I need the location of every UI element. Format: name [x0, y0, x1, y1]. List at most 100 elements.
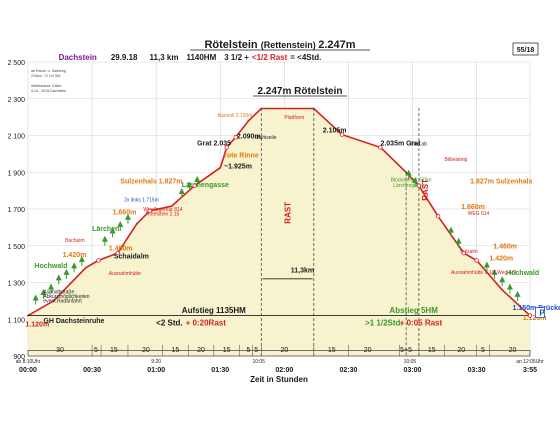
profile-point [136, 222, 138, 225]
date-label: 29.9.18 [111, 53, 138, 62]
header-note-line: 210km, +2 1/4 Std. [31, 74, 61, 78]
title-height: 2.247m [318, 39, 356, 51]
header-note-line: Waldstrasse 3,8km [31, 84, 61, 88]
profile-point [84, 266, 87, 269]
profile-point [219, 166, 222, 169]
waypoint-marker [461, 250, 466, 256]
profile-point [170, 205, 173, 208]
y-tick-label: 2 500 [7, 60, 25, 67]
waypoint-marker [378, 145, 383, 150]
waypoint-marker [416, 183, 422, 188]
tree-icon [78, 255, 85, 262]
title-alt-name: (Rettenstein) [261, 40, 319, 50]
tree-icon [194, 176, 201, 183]
annotation-label: Stahlseile [255, 135, 277, 141]
tree-icon [124, 213, 131, 220]
segment-duration-label: 5 [94, 347, 98, 354]
tree-icon [117, 221, 124, 228]
y-tick-label: 900 [13, 354, 25, 361]
parking-icon [534, 307, 545, 318]
tour-number: 55/18 [517, 47, 535, 54]
annotation-label: Bilbeisteig [445, 157, 468, 163]
segment-duration-label: 15 [428, 347, 436, 354]
waypoint-marker [192, 183, 197, 188]
x-axis-title: Zeit in Stunden [250, 375, 308, 384]
y-tick-label: 1 700 [7, 207, 25, 214]
x-tick-label: 03:00 [404, 367, 422, 374]
annotation-label: 2.105m [323, 128, 347, 135]
profile-area [28, 108, 530, 356]
rest-time-label: <1/2 Rast [252, 53, 288, 62]
annotation-label: Aufstieg 1135HM [182, 306, 246, 315]
annotation-label: 2x links 1.715m [124, 198, 159, 204]
region-label: Dachstein [59, 53, 97, 62]
annotation-label: Windlegerkar 814 [143, 207, 182, 213]
annotation-label: ~1.925m [224, 164, 252, 171]
tree-icon [48, 283, 55, 290]
waypoint-marker [233, 135, 238, 140]
annotation-label: + 0:05 Rast [400, 319, 443, 328]
tree-icon [71, 262, 78, 269]
waypoint-marker [339, 132, 345, 137]
annotation-label: Lärchen [92, 226, 119, 233]
tree-icon [499, 276, 506, 283]
waypoint-marker [474, 258, 479, 263]
annotation-label: WEG 614 [468, 211, 490, 217]
segment-duration-label: 15 [223, 347, 231, 354]
x-tick-label: 00:30 [83, 367, 101, 374]
x-tick-label: 00:00 [19, 367, 37, 374]
x-tick-label: 03:30 [468, 367, 486, 374]
x-tick-label: 02:30 [339, 367, 357, 374]
tree-icon [32, 294, 39, 301]
segment-duration-label: 20 [197, 347, 205, 354]
tree-icon [483, 261, 490, 268]
annotation-label: 1.120m [25, 322, 49, 329]
annotation-label: + 0:20Rast [186, 319, 227, 328]
x-tick-label: 01:30 [211, 367, 229, 374]
segment-duration-label: 5 [254, 347, 258, 354]
segment-duration-label: 15 [171, 347, 179, 354]
tree-icon [101, 235, 108, 242]
annotation-label: Asphaltstraße [43, 290, 74, 296]
tree-icon [514, 290, 521, 297]
y-tick-label: 1 900 [7, 170, 25, 177]
annotation-label: 1.660m [461, 204, 485, 211]
profile-point [501, 288, 504, 291]
annotation-label: GH Dachsteinruhe [43, 318, 104, 325]
annotation-label: 1.460m [493, 244, 517, 251]
waypoint-marker [435, 214, 441, 219]
tree-icon [178, 187, 185, 194]
annotation-label: Hochwald [34, 263, 67, 270]
segment-duration-label: 5 [481, 347, 485, 354]
annotation-label: 11,3km [291, 267, 314, 274]
annotation-label: 1.660m [113, 210, 137, 217]
annotation-label: Sulzenhals 1.827m [120, 178, 182, 185]
tree-icon [405, 169, 412, 176]
annotation-label: Abkürzmöglichkeiten [43, 294, 89, 300]
segment-duration-label: 20 [364, 347, 372, 354]
annotation-label: <2 Std. [156, 319, 182, 328]
annotation-label: Grat 2.035 [197, 141, 231, 148]
segment-duration-label: 20 [142, 347, 150, 354]
distance-label: 11,3 km [150, 53, 179, 62]
segment-duration-label: 20 [280, 347, 288, 354]
tour-number-box [512, 42, 539, 56]
tree-icon [40, 289, 47, 296]
segment-duration-label: 15 [328, 347, 336, 354]
waypoint-marker [224, 145, 229, 150]
x-tick-label: 01:00 [147, 367, 165, 374]
x-tick-label: 3:55 [523, 367, 537, 374]
tree-icon [186, 181, 193, 188]
total-time-label: = <4Std. [290, 53, 321, 62]
annotation-label: rote Rinne [224, 153, 259, 160]
annotation-label: Bachalm [65, 238, 84, 244]
x-small-label: ab 8:10Uhr [16, 359, 41, 365]
tree-icon [412, 176, 419, 183]
tree-icon [109, 227, 116, 234]
annotation-label: RAST [284, 202, 293, 224]
x-small-label: 9:20 [151, 359, 161, 365]
waypoint-marker [527, 313, 533, 318]
segment-duration-label: 20 [509, 347, 517, 354]
x-small-label: 10:05 [404, 359, 417, 365]
